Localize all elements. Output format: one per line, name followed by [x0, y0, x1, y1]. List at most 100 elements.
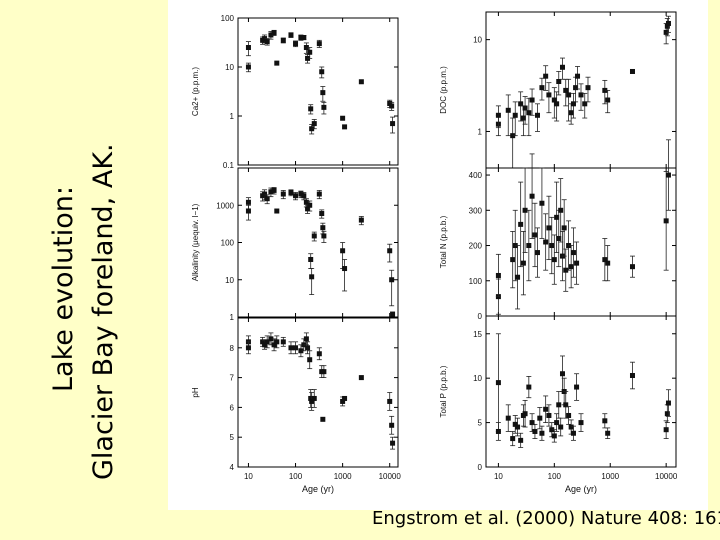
data-point [268, 189, 274, 195]
data-point [505, 415, 511, 421]
data-point [602, 418, 608, 424]
x-tick-label: 100 [289, 472, 303, 481]
y-tick-label: 100 [469, 277, 483, 286]
data-point [301, 34, 307, 40]
data-point [556, 235, 562, 241]
data-point [301, 193, 307, 199]
data-point [320, 416, 326, 422]
data-point [495, 112, 501, 118]
data-point [559, 371, 565, 377]
data-point [556, 79, 562, 85]
data-point [526, 384, 532, 390]
data-point [319, 69, 325, 75]
data-point [554, 101, 560, 107]
data-point [389, 422, 395, 428]
x-tick-label: 10 [494, 472, 503, 481]
data-point [543, 239, 549, 245]
data-point [664, 23, 670, 29]
data-point [578, 92, 584, 98]
data-point [570, 250, 576, 256]
data-point [262, 36, 268, 42]
data-point [245, 45, 251, 51]
data-point [264, 39, 270, 45]
x-tick-label: 1000 [334, 472, 352, 481]
data-point [563, 267, 569, 273]
panel-right-1: 1 10 DOC (p.p.m.) [439, 11, 677, 169]
data-point [663, 427, 669, 433]
data-point [566, 412, 572, 418]
title-line-1: Lake evolution: [48, 186, 79, 392]
data-point [605, 430, 611, 436]
data-point [264, 339, 270, 345]
y-tick-label: 1 [478, 127, 483, 136]
data-point [301, 342, 307, 348]
y-tick-label: 5 [230, 433, 235, 442]
data-point [515, 424, 521, 430]
data-point [522, 411, 528, 417]
data-point [559, 64, 565, 70]
y-tick-label: 10 [225, 276, 234, 285]
data-point [566, 243, 572, 249]
data-point [280, 339, 286, 345]
data-point [293, 41, 299, 47]
data-point [515, 274, 521, 280]
data-point [262, 191, 268, 197]
x-tick-label: 1000 [601, 472, 619, 481]
data-point [529, 420, 535, 426]
data-point [340, 248, 346, 254]
y-axis-label: Total P (p.p.b.) [439, 365, 448, 417]
data-point [602, 87, 608, 93]
y-tick-label: 7 [230, 374, 235, 383]
y-axis-label: Total N (p.p.b.) [439, 215, 448, 268]
slide-title-graphic: Lake evolution: Glacier Bay foreland, AK… [48, 143, 119, 480]
data-point [320, 90, 326, 96]
x-axis-label: Age (yr) [302, 484, 334, 494]
data-point [271, 30, 277, 36]
y-tick-label: 10 [473, 36, 482, 45]
data-point [389, 277, 395, 283]
data-point [534, 112, 540, 118]
panel-right-3: 0 5 10 15 10 100 1000 10000 Age (yr) Total P (p.p… [439, 315, 678, 494]
data-point [543, 73, 549, 79]
x-axis-label: Age (yr) [565, 484, 597, 494]
data-point [311, 121, 317, 127]
data-point [561, 225, 567, 231]
data-point [574, 260, 580, 266]
data-point [629, 68, 635, 74]
data-point [549, 243, 555, 249]
data-point [309, 398, 315, 404]
data-point [543, 406, 549, 412]
y-tick-label: 8 [230, 344, 235, 353]
data-point [563, 87, 569, 93]
y-axis-label: Alkalinity (μequiv. l−1) [191, 203, 200, 281]
data-point [358, 79, 364, 85]
data-point [307, 202, 313, 208]
data-point [280, 191, 286, 197]
data-point [271, 342, 277, 348]
data-point [305, 206, 311, 212]
data-point [274, 60, 280, 66]
data-point [522, 207, 528, 213]
y-tick-label: 400 [469, 171, 483, 180]
data-point [298, 348, 304, 354]
data-point [568, 110, 574, 116]
data-point [308, 395, 314, 401]
data-point [520, 260, 526, 266]
y-tick-label: 1 [230, 112, 235, 121]
data-point [298, 191, 304, 197]
data-point [546, 225, 552, 231]
data-point [245, 199, 251, 205]
data-point [316, 351, 322, 357]
data-point [495, 428, 501, 434]
data-point [526, 110, 532, 116]
panel-left-2: 1 10 100 1000 Alkalinity (μequiv. l−1) [191, 167, 399, 322]
data-point [554, 214, 560, 220]
data-point [518, 101, 524, 107]
data-point [665, 400, 671, 406]
x-tick-label: 10000 [379, 472, 402, 481]
data-point [532, 232, 538, 238]
y-tick-label: 0.1 [223, 161, 235, 170]
y-tick-label: 6 [230, 403, 235, 412]
data-point [546, 412, 552, 418]
